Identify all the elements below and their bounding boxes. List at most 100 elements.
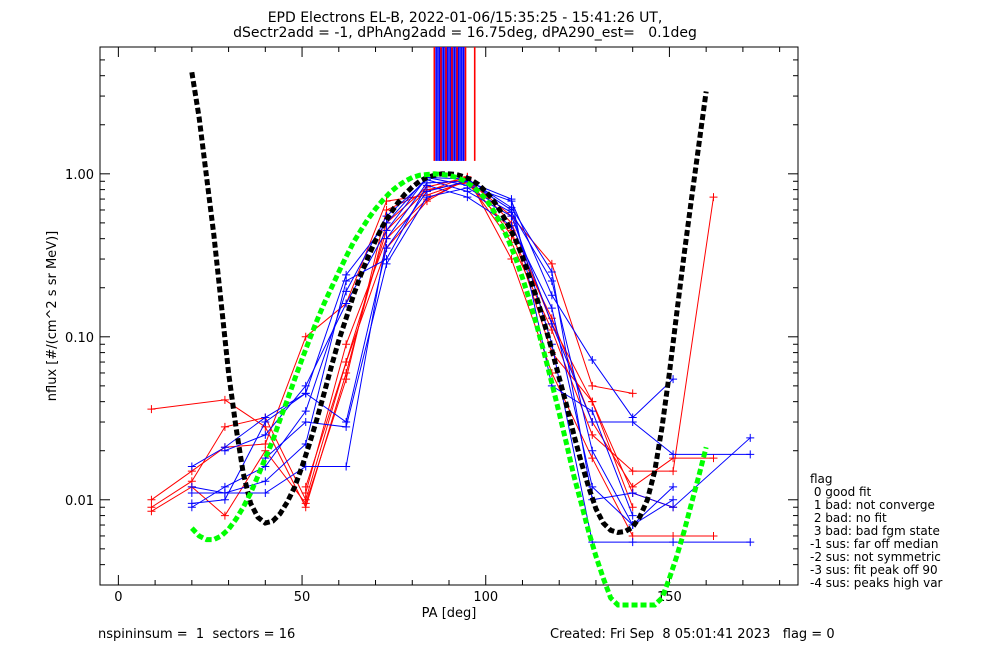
y-tick-label: 0.10	[65, 331, 94, 346]
data-point	[507, 195, 516, 204]
data-point	[588, 397, 597, 406]
data-point	[301, 389, 310, 398]
data-point	[588, 381, 597, 390]
legend-title: flag	[810, 472, 833, 486]
data-point	[669, 482, 678, 491]
data-point	[588, 407, 597, 416]
data-point	[220, 511, 229, 520]
data-point	[342, 422, 351, 431]
data-point	[628, 489, 637, 498]
data-point	[588, 446, 597, 455]
data-point	[220, 422, 229, 431]
data-point	[588, 418, 597, 427]
y-axis-label: nflux [#/(cm^2 s sr MeV)]	[45, 231, 60, 401]
series-line	[191, 180, 751, 543]
legend-entry: -4 sus: peaks high var	[810, 576, 943, 590]
data-point	[147, 405, 156, 414]
data-series	[147, 172, 755, 547]
legend-entry: -3 sus: fit peak off 90	[810, 563, 938, 577]
x-tick-label: 100	[473, 590, 498, 605]
chart-title: EPD Electrons EL-B, 2022-01-06/15:35:25 …	[267, 10, 663, 26]
data-point	[588, 454, 597, 463]
data-point	[709, 454, 718, 463]
fit-curves	[189, 71, 709, 608]
data-point	[628, 511, 637, 520]
data-point	[382, 234, 391, 243]
spike-lines	[433, 47, 476, 161]
data-point	[588, 430, 597, 439]
data-point	[301, 407, 310, 416]
data-point	[342, 340, 351, 349]
data-point	[342, 375, 351, 384]
data-point	[547, 319, 556, 328]
series-line	[264, 187, 674, 526]
data-point	[669, 538, 678, 547]
data-point	[187, 499, 196, 508]
data-point	[220, 446, 229, 455]
data-point	[669, 467, 678, 476]
data-point	[507, 208, 516, 217]
x-axis-label: PA [deg]	[422, 606, 477, 621]
data-point	[261, 430, 270, 439]
data-point	[342, 276, 351, 285]
data-point	[382, 226, 391, 235]
data-point	[301, 499, 310, 508]
data-point	[628, 418, 637, 427]
legend-entry: 0 good fit	[810, 485, 872, 499]
y-tick-label: 1.00	[65, 168, 94, 183]
data-point	[547, 304, 556, 313]
legend-entry: -2 sus: not symmetric	[810, 550, 941, 564]
legend-entry: 3 bad: bad fgm state	[810, 524, 940, 538]
data-point	[147, 507, 156, 516]
data-point	[422, 181, 431, 190]
data-point	[301, 381, 310, 390]
data-point	[261, 489, 270, 498]
y-tick-label: 0.01	[65, 494, 94, 509]
data-point	[588, 356, 597, 365]
data-point	[463, 193, 472, 202]
data-point	[187, 482, 196, 491]
series-line	[191, 180, 634, 516]
data-point	[261, 418, 270, 427]
data-point	[382, 244, 391, 253]
footer-right: Created: Fri Sep 8 05:01:41 2023 flag = …	[550, 627, 835, 642]
data-point	[628, 389, 637, 398]
data-point	[382, 259, 391, 268]
data-point	[220, 489, 229, 498]
data-point	[220, 495, 229, 504]
data-point	[261, 477, 270, 486]
data-point	[669, 450, 678, 459]
data-point	[547, 259, 556, 268]
data-point	[547, 276, 556, 285]
data-point	[669, 503, 678, 512]
data-point	[261, 439, 270, 448]
data-point	[628, 538, 637, 547]
fit-curve	[189, 71, 709, 536]
data-point	[628, 503, 637, 512]
data-point	[746, 433, 755, 442]
data-point	[147, 495, 156, 504]
data-point	[628, 467, 637, 476]
data-point	[422, 193, 431, 202]
x-tick-label: 0	[114, 590, 122, 605]
x-tick-label: 50	[294, 590, 311, 605]
legend-entry: -1 sus: far off median	[810, 537, 939, 551]
data-point	[746, 450, 755, 459]
data-point	[342, 462, 351, 471]
data-point	[220, 395, 229, 404]
legend-entry: 2 bad: no fit	[810, 511, 887, 525]
data-point	[342, 358, 351, 367]
series-line	[191, 179, 751, 508]
data-point	[547, 267, 556, 276]
data-point	[669, 375, 678, 384]
data-point	[709, 193, 718, 202]
series-line	[151, 180, 714, 501]
data-point	[547, 291, 556, 300]
footer-left: nspininsum = 1 sectors = 16	[98, 627, 296, 642]
fit-curve	[190, 171, 709, 608]
data-point	[669, 495, 678, 504]
data-point	[301, 418, 310, 427]
data-point	[709, 531, 718, 540]
data-point	[301, 482, 310, 491]
